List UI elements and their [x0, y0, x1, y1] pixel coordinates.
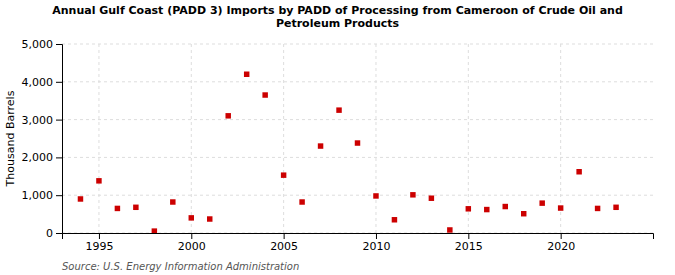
y-tick-mark — [56, 157, 62, 158]
x-tick: 2000 — [178, 233, 206, 253]
x-grid-line — [468, 44, 469, 233]
point — [613, 205, 618, 210]
y-tick-mark — [56, 120, 62, 121]
point — [318, 143, 323, 148]
point — [207, 216, 212, 221]
x-axis: 1995 2000 2005 2010 2015 2020 — [63, 233, 654, 253]
point — [336, 107, 341, 112]
y-tick: 5,000 — [22, 38, 63, 51]
x-tick-label: 2015 — [455, 240, 483, 253]
y-grid-line — [62, 195, 653, 196]
title-line: Petroleum Products — [276, 17, 400, 30]
x-tick-label: 1995 — [85, 240, 113, 253]
point — [447, 227, 452, 232]
y-tick: 3,000 — [22, 114, 63, 127]
title-line: Annual Gulf Coast (PADD 3) Imports by PA… — [52, 4, 623, 17]
point — [466, 206, 471, 211]
x-tick: 1995 — [85, 233, 113, 253]
points — [78, 72, 619, 233]
point — [576, 169, 581, 174]
point — [392, 217, 397, 222]
y-grid-line — [62, 119, 653, 120]
x-grid-line — [560, 44, 561, 233]
x-tick-mark — [376, 233, 377, 239]
x-tick: 2005 — [270, 233, 298, 253]
y-tick: 2,000 — [22, 151, 63, 164]
point — [410, 192, 415, 197]
y-tick-label: 3,000 — [22, 114, 54, 127]
point — [373, 193, 378, 198]
point — [189, 215, 194, 220]
point — [115, 206, 120, 211]
point — [225, 113, 230, 118]
source-note: Source: U.S. Energy Information Administ… — [62, 261, 299, 272]
point — [281, 172, 286, 177]
y-axis: 0 1,000 2,000 3,000 4,000 5,000 — [22, 38, 63, 240]
y-grid-line — [62, 157, 653, 158]
x-tick-mark — [561, 233, 562, 239]
y-tick-label: 5,000 — [22, 38, 54, 51]
y-tick-label: 4,000 — [22, 76, 54, 89]
x-tick-mark — [99, 233, 100, 239]
y-tick: 0 — [46, 227, 62, 240]
y-grid-line — [62, 81, 653, 82]
x-tick-label: 2010 — [362, 240, 390, 253]
y-tick: 4,000 — [22, 76, 63, 89]
y-tick-label: 0 — [46, 227, 53, 240]
x-tick: 2010 — [362, 233, 390, 253]
x-tick-mark — [284, 233, 285, 239]
point — [595, 206, 600, 211]
x-tick: 2015 — [455, 233, 483, 253]
point — [262, 92, 267, 97]
point — [429, 195, 434, 200]
y-tick: 1,000 — [22, 189, 63, 202]
y-tick-mark — [56, 82, 62, 83]
point — [539, 200, 544, 205]
x-grid-line — [191, 44, 192, 233]
plot: 1995 2000 2005 2010 2015 2020 0 1,000 2,000 3,000… — [22, 38, 654, 253]
point — [521, 211, 526, 216]
point — [170, 199, 175, 204]
x-tick-label: 2000 — [178, 240, 206, 253]
x-grid-line — [98, 44, 99, 233]
x-grid-line — [283, 44, 284, 233]
x-tick-mark — [468, 233, 469, 239]
y-axis-line — [56, 45, 63, 234]
point — [133, 205, 138, 210]
x-tick-label: 2020 — [547, 240, 575, 253]
point — [152, 228, 157, 233]
x-tick: 2020 — [547, 233, 575, 253]
x-grid-line — [375, 44, 376, 233]
y-tick-mark — [56, 44, 62, 45]
point — [558, 205, 563, 210]
point — [244, 72, 249, 77]
y-tick-mark — [56, 195, 62, 196]
y-tick-mark — [56, 233, 62, 234]
point — [96, 178, 101, 183]
x-tick-mark — [191, 233, 192, 239]
point — [299, 199, 304, 204]
y-axis-label: Thousand Barrels — [4, 90, 17, 187]
x-axis-line — [63, 234, 654, 240]
y-grid-line — [62, 44, 653, 45]
y-tick-label: 1,000 — [22, 189, 54, 202]
point — [503, 204, 508, 209]
point — [484, 207, 489, 212]
point — [78, 196, 83, 201]
chart: Annual Gulf Coast (PADD 3) Imports by PA… — [0, 0, 675, 275]
y-tick-label: 2,000 — [22, 151, 54, 164]
title: Annual Gulf Coast (PADD 3) Imports by PA… — [52, 4, 623, 30]
point — [355, 140, 360, 145]
grid — [62, 44, 653, 233]
x-tick-label: 2005 — [270, 240, 298, 253]
